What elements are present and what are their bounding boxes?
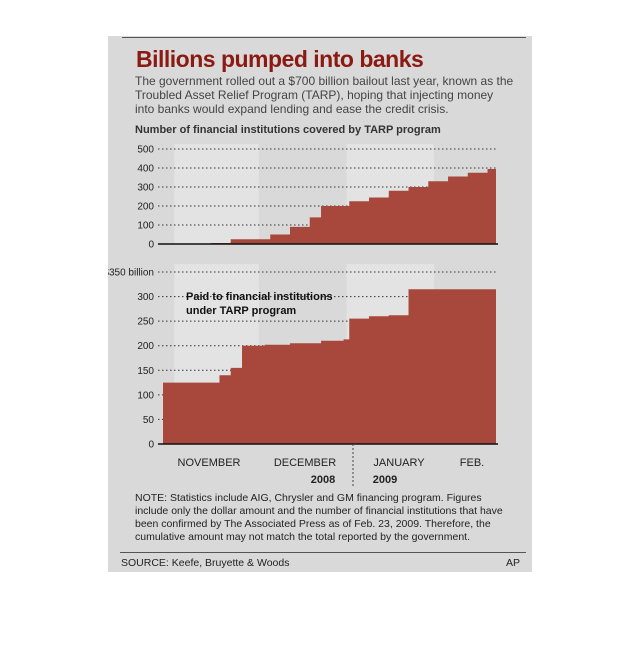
chart1-tick-label: 400 bbox=[137, 164, 154, 175]
year-2009: 2009 bbox=[373, 474, 397, 486]
year-2008: 2008 bbox=[311, 474, 335, 486]
chart2-tick-label: 200 bbox=[137, 341, 154, 352]
bottom-rule bbox=[120, 552, 526, 553]
headline: Billions pumped into banks bbox=[136, 46, 424, 72]
month-feb: FEB. bbox=[460, 457, 484, 469]
ap-credit: AP bbox=[505, 557, 520, 569]
month-november: NOVEMBER bbox=[178, 457, 241, 469]
chart1-tick-label: 200 bbox=[137, 202, 154, 213]
chart1-area bbox=[163, 164, 496, 244]
month-january: JANUARY bbox=[373, 457, 425, 469]
source-credit: SOURCE: Keefe, Bruyette & Woods bbox=[121, 557, 290, 569]
chart2-tick-label: $350 billion bbox=[108, 268, 154, 279]
chart1-tick-label: 100 bbox=[137, 221, 154, 232]
chart1-title: Number of financial institutions covered… bbox=[135, 124, 441, 136]
chart2-area bbox=[163, 289, 496, 444]
chart1-gridlines bbox=[158, 148, 498, 226]
chart1-tick-label: 500 bbox=[137, 145, 154, 156]
chart2-series-label-line2: under TARP program bbox=[186, 305, 296, 317]
chart2-tick-label: 150 bbox=[137, 366, 154, 377]
chart1-tick-label: 0 bbox=[148, 240, 154, 251]
charts: 0 100 200 300 400 500 0 50 100 150 200 250 300 $350 … bbox=[108, 144, 498, 486]
top-rule bbox=[122, 37, 526, 38]
chart2-tick-label: 0 bbox=[148, 440, 154, 451]
chart2-tick-labels: 0 50 100 150 200 250 300 $350 billion bbox=[108, 268, 154, 451]
chart2-series-label-line1: Paid to financial institutions bbox=[186, 291, 333, 303]
chart2-tick-label: 50 bbox=[143, 415, 155, 426]
chart2-tick-label: 250 bbox=[137, 317, 154, 328]
chart1-tick-labels: 0 100 200 300 400 500 bbox=[137, 145, 154, 251]
infographic: 0 100 200 300 400 500 0 50 100 150 200 250 300 $350 … bbox=[108, 36, 532, 572]
month-band-top-0 bbox=[174, 144, 259, 244]
chart2-tick-label: 300 bbox=[137, 292, 154, 303]
note-text: NOTE: Statistics include AIG, Chrysler a… bbox=[135, 492, 503, 543]
chart1-tick-label: 300 bbox=[137, 183, 154, 194]
month-december: DECEMBER bbox=[274, 457, 336, 469]
chart2-tick-label: 100 bbox=[137, 390, 154, 401]
intro-text: The government rolled out a $700 billion… bbox=[135, 74, 514, 116]
